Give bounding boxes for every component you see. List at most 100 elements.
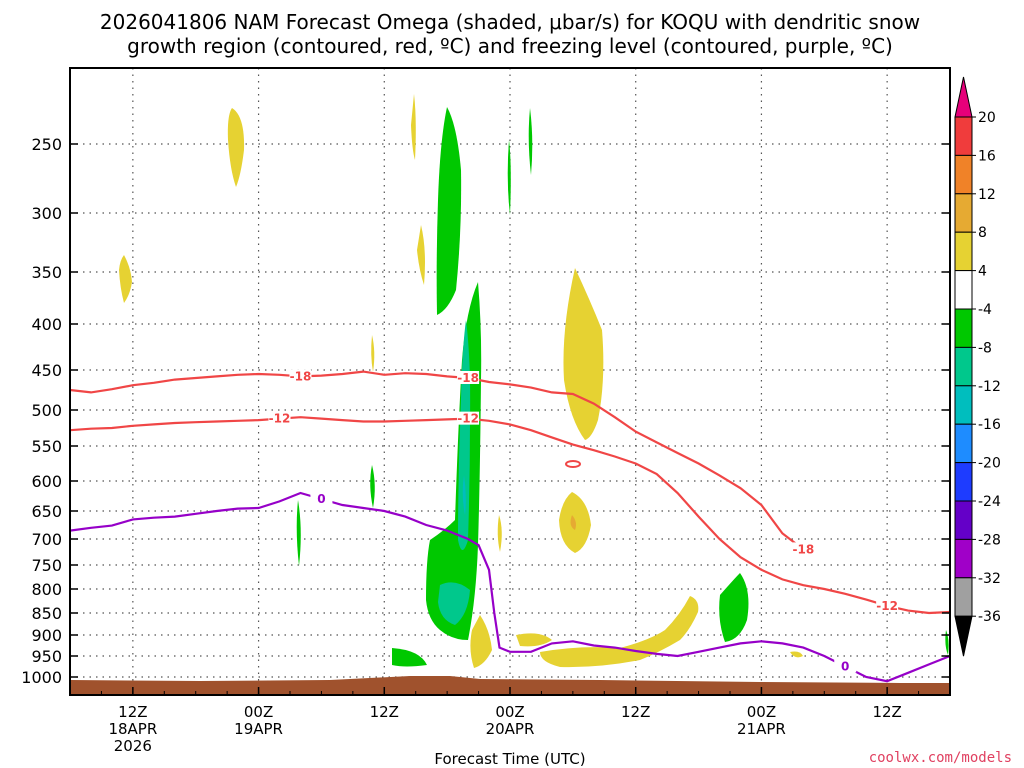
y-tick-label: 500 xyxy=(31,401,62,420)
y-tick-label: 950 xyxy=(31,647,62,666)
colorbar-label: 12 xyxy=(978,187,996,203)
colorbar-swatch xyxy=(954,538,973,579)
y-tick-label: 250 xyxy=(31,135,62,154)
x-tick-label: 19APR xyxy=(234,720,283,738)
contour-label-bg xyxy=(457,411,480,425)
colorbar-swatch xyxy=(954,385,973,425)
contour-label: -18 xyxy=(457,371,479,385)
colorbar-bottom-arrow xyxy=(954,615,973,657)
omega-cell-positive xyxy=(540,596,699,668)
colorbar-label: 16 xyxy=(978,148,996,164)
colorbar-top-arrow xyxy=(954,76,973,118)
colorbar-label: 4 xyxy=(978,264,987,280)
x-tick-label: 12Z xyxy=(872,703,901,721)
colorbar-swatch xyxy=(954,500,973,540)
omega-cell-positive xyxy=(563,268,604,440)
colorbar: 20 16 12 8 4 -4 -8 -12 -16 -20 -24 -28 -32 -36 xyxy=(954,76,1001,657)
x-tick-label: 12Z xyxy=(370,703,399,721)
omega-core-negative-12 xyxy=(462,475,466,515)
terrain-ground xyxy=(70,676,950,695)
colorbar-swatch xyxy=(954,116,973,156)
contours: 0 0 -18 -18 -18 -12 -12 -12 xyxy=(69,369,951,683)
contour-line xyxy=(69,491,951,683)
x-tick-label: 00Z xyxy=(495,703,524,721)
omega-cell-negative xyxy=(436,107,462,315)
omega-core-negative-8 xyxy=(438,582,470,625)
y-tick-label: 1000 xyxy=(21,668,62,687)
x-tick-label: 00Z xyxy=(747,703,776,721)
x-tick-label: 00Z xyxy=(244,703,273,721)
colorbar-label: -28 xyxy=(978,532,1001,548)
omega-cell-positive xyxy=(119,255,132,303)
colorbar-label: -32 xyxy=(978,571,1001,587)
y-tick-label: 850 xyxy=(31,604,62,623)
contour-label-bg xyxy=(792,542,815,556)
contour-label-bg xyxy=(834,659,857,673)
colorbar-label: -16 xyxy=(978,417,1001,433)
colorbar-swatch xyxy=(954,462,973,502)
credit-text: coolwx.com/models xyxy=(869,750,1012,766)
colorbar-swatch xyxy=(954,270,973,310)
colorbar-label: 8 xyxy=(978,225,987,241)
colorbar-swatch xyxy=(954,423,973,464)
y-axis: 250 300 350 400 450 500 550 600 650 700 750 800 850 9… xyxy=(21,135,950,687)
x-tick-label: 2026 xyxy=(114,737,152,755)
omega-cell-negative xyxy=(528,108,533,175)
omega-cell-positive xyxy=(470,615,492,668)
omega-cell-negative xyxy=(719,573,749,642)
contour-label-bg xyxy=(268,411,291,425)
chart-title-line-1: 2026041806 NAM Forecast Omega (shaded, μ… xyxy=(100,10,920,34)
colorbar-label: -4 xyxy=(978,302,992,318)
colorbar-swatch xyxy=(954,346,973,387)
contour-label: 0 xyxy=(317,492,325,506)
colorbar-label: 20 xyxy=(978,110,996,126)
x-tick-label: 12Z xyxy=(118,703,147,721)
omega-cell-negative xyxy=(296,500,301,566)
omega-cell-positive xyxy=(227,108,245,187)
y-tick-label: 900 xyxy=(31,626,62,645)
y-tick-label: 300 xyxy=(31,204,62,223)
contour-label-bg xyxy=(457,371,480,384)
colorbar-label: -20 xyxy=(978,456,1001,472)
contour-label-bg xyxy=(310,492,333,505)
x-tick-label: 20APR xyxy=(486,720,535,738)
contour-label: 0 xyxy=(841,660,849,674)
x-tick-label: 18APR xyxy=(108,720,157,738)
y-tick-label: 600 xyxy=(31,472,62,491)
omega-cell-positive xyxy=(417,225,425,285)
omega-cell-positive xyxy=(790,651,803,658)
contour-label-bg xyxy=(289,369,312,383)
chart-title-line-2: growth region (contoured, red, ºC) and f… xyxy=(127,34,893,58)
omega-cell-negative xyxy=(392,648,427,667)
y-tick-label: 450 xyxy=(31,361,62,380)
contour-label: -12 xyxy=(269,412,291,426)
omega-cell-positive xyxy=(371,335,375,372)
dgz-closed-contour xyxy=(565,460,581,468)
x-tick-label: 12Z xyxy=(621,703,650,721)
contour-line xyxy=(69,370,804,551)
contour-label: -18 xyxy=(290,369,312,383)
y-tick-label: 700 xyxy=(31,530,62,549)
contour-line xyxy=(69,416,951,615)
omega-cell-positive xyxy=(411,94,416,160)
contour-label: -18 xyxy=(792,542,814,556)
omega-cell-negative xyxy=(945,630,949,655)
y-tick-label: 350 xyxy=(31,263,62,282)
colorbar-swatch xyxy=(954,154,973,195)
colorbar-swatch xyxy=(954,231,973,272)
colorbar-swatch xyxy=(954,193,973,233)
omega-cell-negative xyxy=(370,465,375,508)
colorbar-label: -24 xyxy=(978,494,1001,510)
y-tick-label: 550 xyxy=(31,437,62,456)
y-tick-label: 400 xyxy=(31,315,62,334)
x-axis-label: Forecast Time (UTC) xyxy=(434,750,585,768)
contour-label: -12 xyxy=(457,412,479,426)
contour-label: -12 xyxy=(876,599,898,613)
colorbar-label: -8 xyxy=(978,340,992,356)
colorbar-swatch xyxy=(954,577,973,617)
contour-label-bg xyxy=(876,598,899,612)
omega-cell-positive xyxy=(497,515,502,552)
colorbar-swatch xyxy=(954,308,973,348)
